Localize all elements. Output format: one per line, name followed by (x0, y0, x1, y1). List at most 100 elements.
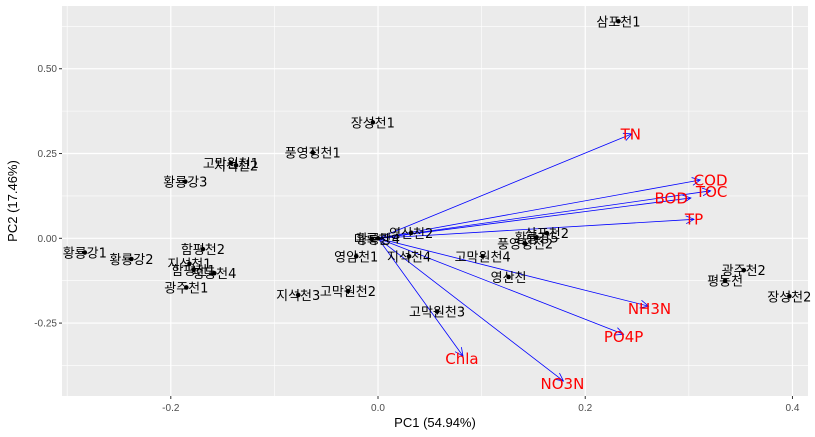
score-point (616, 18, 621, 24)
score-point (82, 250, 88, 255)
score-point (370, 120, 376, 125)
score-point (408, 230, 414, 236)
score-point-label: 광주천1 (164, 281, 208, 296)
arrowhead-bod (682, 194, 692, 204)
score-point-label: 황룡강1 (63, 247, 107, 262)
score-point-label: 장성천2 (767, 290, 811, 305)
score-point-label: 지석천1 (167, 258, 211, 273)
score-point-label: 황룡강3 (163, 176, 207, 191)
score-point-label: 지석천2 (214, 159, 258, 174)
arrowhead-chla (454, 347, 464, 357)
arrowhead-toc (701, 187, 712, 197)
loading-label-no3n: NO3N (541, 375, 585, 393)
score-point (434, 309, 440, 314)
score-point-label: 함평천1 (172, 264, 216, 279)
score-point-label: 영산천 (491, 271, 527, 286)
loading-label-tn: TN (620, 125, 641, 143)
score-point-label: 평동천4 (192, 267, 236, 282)
score-point (233, 163, 239, 168)
score-point (295, 292, 301, 298)
score-point-label: 지석천3 (276, 289, 320, 304)
y-axis-title: PC2 (17.46%) (5, 160, 20, 242)
arrowhead-tp (685, 215, 695, 225)
score-point-label: 고막원천1 (203, 157, 259, 172)
x-tick-label: 0.4 (786, 403, 800, 414)
loading-arrow-cod (377, 179, 701, 239)
score-point (544, 230, 550, 236)
score-point (200, 246, 206, 252)
loading-arrow-tp (377, 218, 695, 239)
score-point (787, 293, 792, 299)
score-point-label: 영암천1 (334, 250, 378, 265)
score-point-label: 광주천2 (722, 264, 766, 279)
score-point (741, 267, 747, 273)
score-point (406, 253, 412, 259)
loading-label-bod: BOD (655, 189, 688, 207)
arrowhead-nh3n (639, 300, 650, 309)
y-tick-label: 0.00 (38, 234, 58, 245)
loading-arrow-bod (377, 197, 691, 239)
arrowhead-po4p (614, 327, 625, 336)
major-gridlines (62, 6, 808, 396)
x-tick-label: 0.2 (578, 403, 592, 414)
score-point-label: 황룡강4 (356, 232, 400, 247)
loading-label-tp: TP (684, 210, 703, 228)
score-point-label: 삼포천2 (525, 227, 569, 242)
y-tick-label: 0.25 (38, 149, 58, 160)
loading-arrow-no3n (377, 237, 564, 382)
loading-label-po4p: PO4P (604, 328, 643, 346)
score-point (187, 261, 192, 267)
y-tick-label: -0.25 (34, 319, 57, 330)
score-point (375, 236, 381, 241)
score-point-label: 고막원천3 (409, 306, 465, 321)
loading-label-chla: Chla (445, 350, 478, 368)
x-tick-label: 0.0 (371, 403, 385, 414)
loading-arrow-chla (377, 238, 464, 357)
score-point (353, 253, 359, 259)
score-point-label: 삼포천1 (596, 15, 640, 30)
score-point (480, 253, 485, 259)
loading-arrow-tn (377, 133, 633, 239)
loading-label-toc: TOC (695, 183, 727, 201)
loading-arrows (377, 132, 712, 382)
axis-ticks: -0.2 0.0 0.2 0.4 0.50 0.25 0.00 -0.25 (34, 64, 800, 414)
score-point-label: 마륵천 (354, 233, 390, 248)
loading-arrow-nh3n (377, 237, 649, 307)
score-point (522, 241, 528, 247)
score-point-label: 함평천2 (181, 243, 225, 258)
score-point (722, 278, 728, 283)
score-point-label: 평동천 (707, 275, 743, 290)
score-point (228, 160, 234, 166)
score-point (129, 256, 134, 262)
score-point (212, 270, 217, 276)
score-point-label: 풍영정천1 (285, 147, 341, 162)
score-point-label: 영산천2 (389, 227, 433, 242)
score-point (506, 274, 511, 280)
score-point-label: 풍영정천2 (497, 238, 553, 253)
score-point (191, 267, 196, 273)
arrowhead-no3n (554, 372, 565, 382)
score-point-label: 황룡강2 (109, 253, 153, 268)
loading-label-cod: COD (694, 171, 728, 189)
score-point-label: 황룡강5 (514, 231, 558, 246)
score-point (184, 285, 189, 290)
loading-arrow-toc (377, 190, 711, 239)
arrowhead-cod (691, 177, 702, 186)
score-point (182, 179, 188, 184)
score-point-label: 고막원천2 (320, 285, 376, 300)
x-tick-label: -0.2 (162, 403, 180, 414)
score-point (534, 234, 539, 240)
panel-background (62, 6, 808, 396)
score-point-label: 장성천1 (351, 116, 395, 131)
score-point (310, 150, 316, 155)
score-points (82, 18, 792, 314)
score-point-label: 지석천4 (387, 250, 431, 265)
score-point (369, 236, 375, 242)
x-axis-title: PC1 (54.94%) (394, 415, 476, 430)
loading-arrow-po4p (377, 237, 624, 335)
score-point (345, 288, 351, 294)
arrowhead-tn (622, 132, 633, 141)
score-point-label: 고막원천4 (455, 250, 511, 265)
